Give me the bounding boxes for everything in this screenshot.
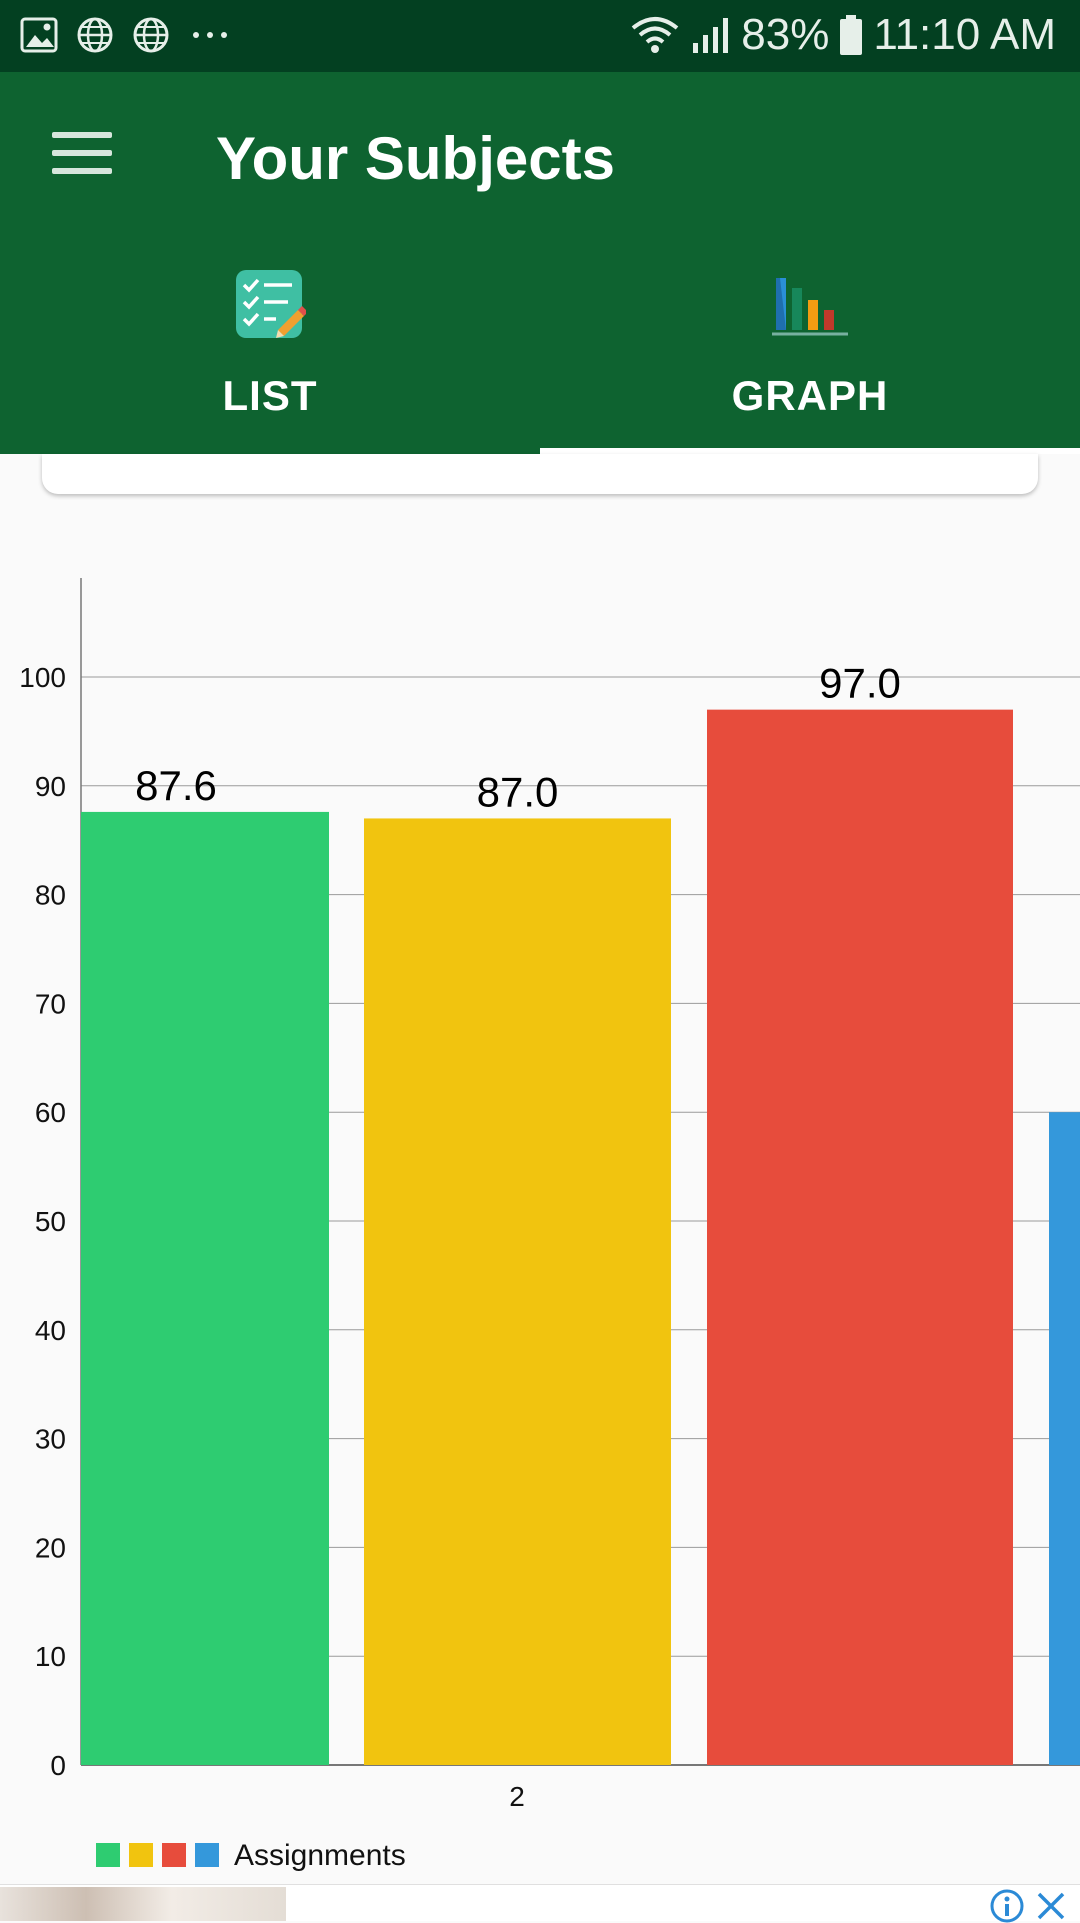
signal-icon xyxy=(693,18,729,53)
y-tick-label: 10 xyxy=(35,1641,66,1672)
globe-icon xyxy=(77,17,113,53)
notification-icons xyxy=(20,16,232,54)
y-tick-label: 0 xyxy=(50,1750,66,1781)
bar-chart-icon xyxy=(772,274,848,343)
bar xyxy=(364,818,671,1765)
globe-icon xyxy=(133,17,169,53)
battery-percent: 83% xyxy=(741,10,830,59)
data-label: 97.0 xyxy=(819,660,901,707)
more-icon xyxy=(193,32,227,38)
ad-image[interactable] xyxy=(0,1887,286,1921)
bar xyxy=(707,709,1013,1765)
y-tick-label: 40 xyxy=(35,1315,66,1346)
tab-graph-label: GRAPH xyxy=(731,372,889,419)
legend-swatch xyxy=(129,1843,153,1867)
legend-swatch xyxy=(96,1843,120,1867)
y-tick-label: 20 xyxy=(35,1532,66,1563)
selected-tab-indicator xyxy=(540,448,1080,454)
battery-icon xyxy=(840,15,863,55)
status-bar: 83% 11:10 AM xyxy=(0,0,1080,72)
checklist-icon xyxy=(234,268,308,345)
tab-list[interactable]: LIST xyxy=(0,0,540,454)
hamburger-menu-icon[interactable] xyxy=(52,132,112,176)
clock: 11:10 AM xyxy=(873,10,1056,59)
info-icon[interactable] xyxy=(990,1889,1024,1923)
y-tick-label: 60 xyxy=(35,1097,66,1128)
y-tick-label: 50 xyxy=(35,1206,66,1237)
y-tick-label: 90 xyxy=(35,771,66,802)
data-label: 87.0 xyxy=(477,768,559,815)
legend-swatch xyxy=(162,1843,186,1867)
bar-chart: 0 10 20 30 40 50 60 70 80 90 100 87.6 87.0 97.0 2 Assig… xyxy=(0,560,1080,1890)
y-tick-label: 30 xyxy=(35,1424,66,1455)
bar xyxy=(81,811,329,1765)
bar xyxy=(1049,1112,1080,1765)
close-icon[interactable] xyxy=(1036,1891,1066,1921)
legend-label: Assignments xyxy=(234,1839,406,1872)
tab-list-label: LIST xyxy=(222,372,318,419)
y-tick-label: 80 xyxy=(35,880,66,911)
y-tick-label: 70 xyxy=(35,988,66,1019)
ad-banner[interactable] xyxy=(0,1884,1080,1923)
legend-swatch xyxy=(195,1843,219,1867)
image-icon xyxy=(20,17,58,53)
y-tick-label: 100 xyxy=(19,662,66,693)
card-bottom-edge xyxy=(42,454,1038,494)
x-tick-label: 2 xyxy=(509,1781,525,1812)
page-title: Your Subjects xyxy=(216,125,615,192)
tab-graph[interactable]: GRAPH xyxy=(540,0,1080,454)
wifi-icon xyxy=(632,17,679,53)
app-bar: Your Subjects xyxy=(0,72,1080,454)
data-label: 87.6 xyxy=(135,762,217,809)
system-status: 83% 11:10 AM xyxy=(629,10,1056,60)
